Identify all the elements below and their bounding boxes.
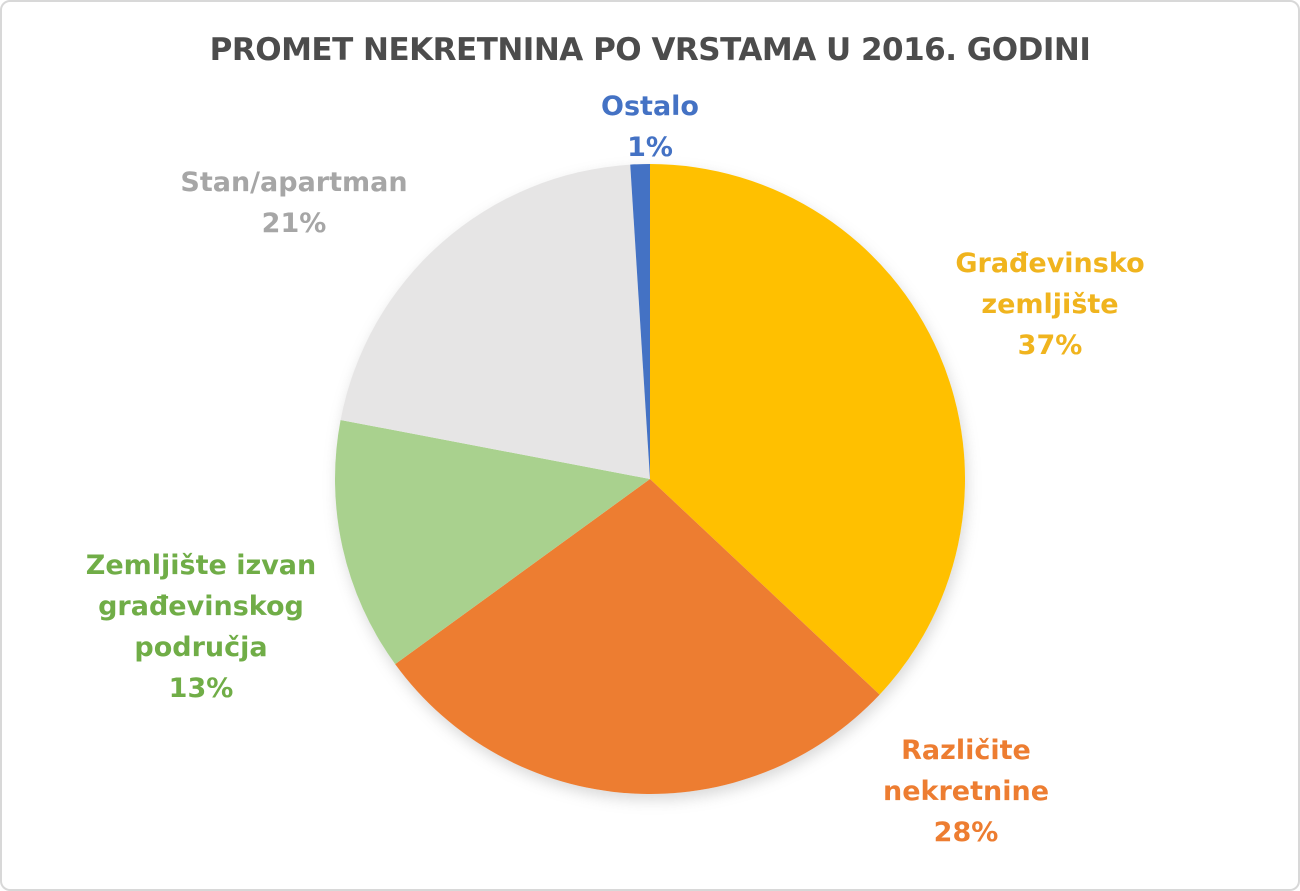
pie-slice-1 [395, 479, 880, 794]
pie-slice-4 [630, 164, 650, 479]
slice-label-text: Zemljište izvan građevinskog područja [85, 550, 317, 663]
slice-label-stan-apartman: Stan/apartman 21% [144, 162, 444, 244]
pie-slice-0 [650, 164, 965, 695]
slice-label-zemljiste-izvan: Zemljište izvan građevinskog područja 13… [76, 545, 326, 709]
slice-label-percent: 37% [1017, 330, 1083, 361]
slice-label-percent: 13% [168, 673, 234, 704]
chart-title: PROMET NEKRETNINA PO VRSTAMA U 2016. GOD… [209, 32, 1091, 68]
slice-label-gradjevinsko-zemljiste: Građevinsko zemljište 37% [940, 243, 1160, 366]
slice-label-razlicite-nekretnine: Različite nekretnine 28% [855, 730, 1077, 853]
slice-label-ostalo: Ostalo 1% [550, 86, 750, 168]
slice-label-text: Stan/apartman [180, 167, 408, 198]
pie-chart [335, 164, 965, 794]
slice-label-percent: 1% [627, 132, 673, 163]
pie-slice-2 [335, 419, 650, 665]
slice-label-text: Različite nekretnine [882, 735, 1050, 807]
slice-label-percent: 28% [933, 817, 999, 848]
slice-label-text: Građevinsko zemljište [955, 248, 1145, 320]
slice-label-percent: 21% [261, 208, 327, 239]
pie-slice-3 [340, 164, 650, 479]
slice-label-text: Ostalo [601, 91, 699, 122]
